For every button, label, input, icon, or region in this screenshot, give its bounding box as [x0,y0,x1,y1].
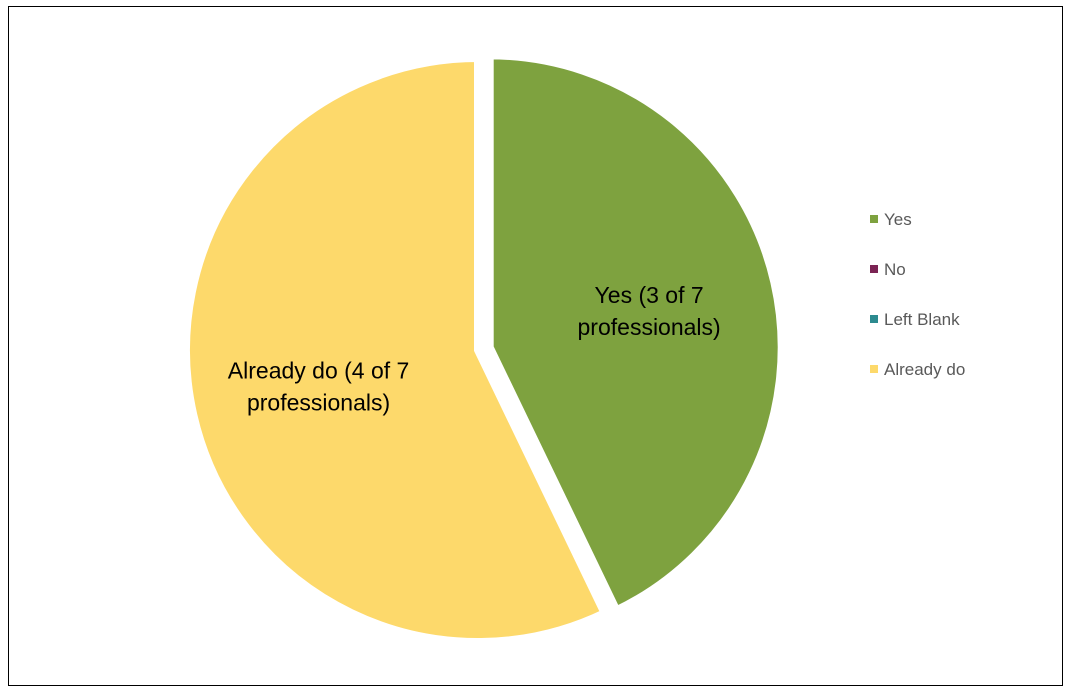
legend-swatch-yes [870,215,878,223]
pie-slice-yes [485,51,786,616]
data-label-already-do: Already do (4 of 7 professionals) [228,357,410,415]
legend-label-no: No [884,260,906,279]
legend-label-yes: Yes [884,210,912,229]
data-label-yes: Yes (3 of 7 professionals) [578,282,721,340]
legend-swatch-left-blank [870,315,878,323]
legend-label-already-do: Already do [884,360,965,379]
legend-label-left-blank: Left Blank [884,310,960,329]
pie-slice-already-do [182,53,611,646]
legend-swatch-no [870,265,878,273]
legend-swatch-already-do [870,365,878,373]
